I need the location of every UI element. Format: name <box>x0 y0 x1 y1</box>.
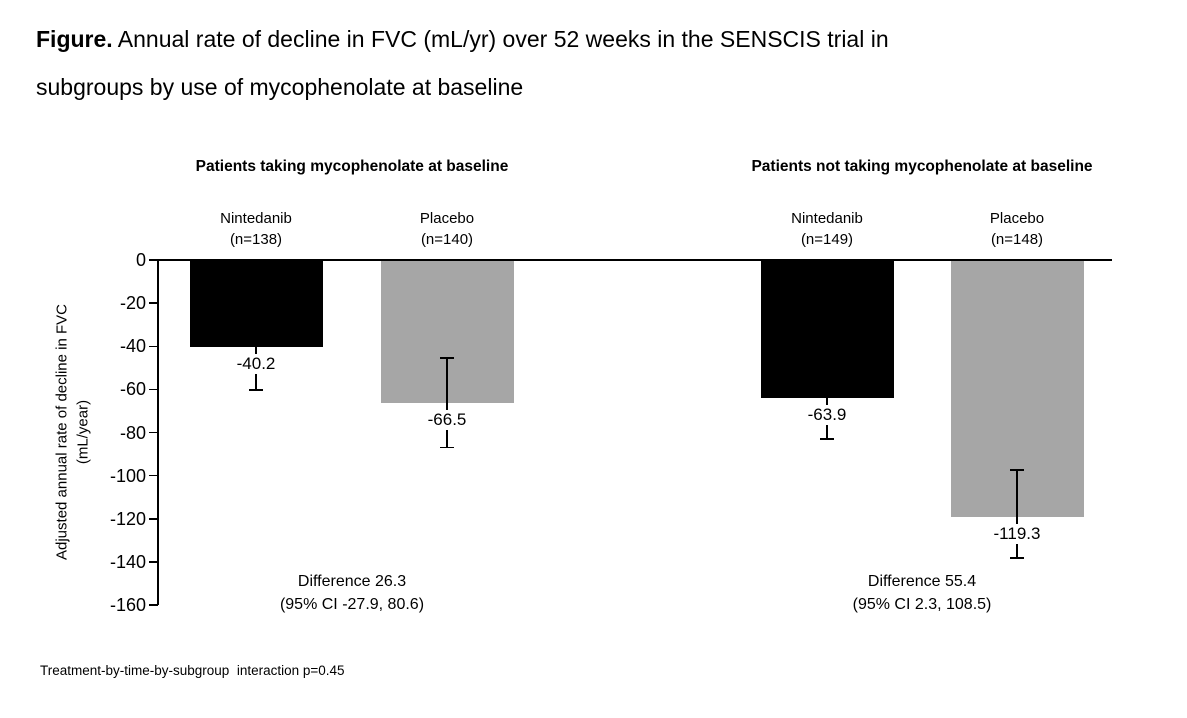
error-bar-line <box>255 303 257 390</box>
bar-value-label: -119.3 <box>979 524 1055 545</box>
figure-title-prefix: Figure. <box>36 26 113 52</box>
bar-name-label: Nintedanib (n=138) <box>220 210 292 248</box>
figure-title: Figure. Annual rate of decline in FVC (m… <box>36 15 1156 111</box>
bar-value-label: -63.9 <box>789 404 865 425</box>
bar-value-label: -66.5 <box>409 410 485 431</box>
bar-name-label: Placebo (n=148) <box>989 210 1045 248</box>
y-axis-tick-label: -60 <box>119 379 146 400</box>
error-bar-cap-top <box>249 302 263 305</box>
y-axis-tick-label: -160 <box>109 595 146 615</box>
y-axis-tick-label: -120 <box>109 508 146 529</box>
error-bar-cap-top <box>820 356 834 358</box>
y-axis-tick-label: 0 <box>135 250 146 270</box>
footnote: Treatment-by-time-by-subgroup interactio… <box>40 663 345 678</box>
y-axis-tick <box>149 388 158 391</box>
error-bar-cap-top <box>440 357 454 359</box>
y-axis-tick <box>149 561 158 563</box>
figure-title-text: Annual rate of decline in FVC (mL/yr) ov… <box>112 26 889 52</box>
y-axis-tick <box>149 302 158 304</box>
x-axis-zero-line <box>158 259 1112 261</box>
error-bar-line <box>446 358 448 448</box>
bar-value-label: -40.2 <box>218 353 294 374</box>
y-axis-tick <box>149 259 158 261</box>
error-bar-cap-top <box>1010 469 1024 471</box>
y-axis-tick-label: -20 <box>119 293 146 314</box>
error-bar-cap-bottom <box>440 446 454 449</box>
error-bar-cap-bottom <box>249 389 263 391</box>
y-axis-tick <box>149 604 158 606</box>
y-axis-tick <box>149 518 158 520</box>
figure-title-line1: Figure. Annual rate of decline in FVC (m… <box>36 15 1156 63</box>
bar-name-label: Nintedanib (n=149) <box>791 210 863 248</box>
y-axis-tick <box>149 431 158 434</box>
y-axis-tick <box>149 345 158 347</box>
error-bar-line <box>826 356 828 439</box>
y-axis-tick-label: -40 <box>119 336 146 357</box>
difference-label: Difference 55.4 (95% CI 2.3, 108.5) <box>852 573 992 613</box>
y-axis-tick-label: -100 <box>109 465 146 486</box>
group-header: Patients taking mycophenolate at baselin… <box>195 158 509 175</box>
error-bar-cap-bottom <box>820 438 834 440</box>
y-axis-tick-label: -80 <box>119 422 146 443</box>
difference-label: Difference 26.3 (95% CI -27.9, 80.6) <box>279 573 425 613</box>
y-axis-tick <box>149 474 158 477</box>
figure-title-line2: subgroups by use of mycophenolate at bas… <box>36 74 524 100</box>
group-header: Patients not taking mycophenolate at bas… <box>751 158 1093 175</box>
bar-name-label: Placebo (n=140) <box>419 210 475 248</box>
y-axis-tick-label: -140 <box>109 551 146 572</box>
error-bar-cap-bottom <box>1010 557 1024 559</box>
error-bar-line <box>1016 469 1018 559</box>
